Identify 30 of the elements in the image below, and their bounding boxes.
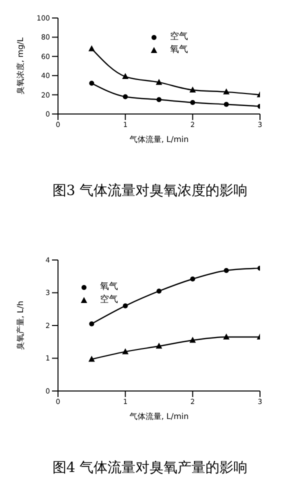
y-axis-title: 臭氧浓度, mg/L — [16, 36, 25, 95]
point — [189, 336, 196, 343]
legend-label: 空气 — [170, 30, 188, 43]
point — [122, 94, 128, 100]
legend-label: 氧气 — [100, 280, 118, 293]
text: 图4 气体流量对臭氧产量的影响 — [51, 459, 249, 478]
point — [190, 100, 196, 105]
point — [88, 45, 95, 52]
point — [190, 276, 196, 282]
point — [122, 303, 128, 308]
x-axis-title: 气体流量, L/min — [129, 135, 189, 144]
point — [122, 73, 129, 80]
point — [122, 348, 129, 354]
point — [156, 288, 162, 294]
point — [223, 88, 230, 94]
point — [156, 78, 162, 85]
y-axis-title: 臭氧产量, L/h — [16, 300, 25, 350]
point — [224, 102, 229, 107]
point — [189, 86, 196, 92]
point — [223, 333, 230, 340]
point — [224, 268, 229, 273]
point — [156, 97, 162, 102]
x-axis-title: 气体流量, L/min — [129, 412, 189, 421]
legend-label: 氧气 — [170, 44, 188, 56]
point — [156, 342, 162, 349]
point — [89, 321, 94, 326]
legend-label: 空气 — [100, 294, 118, 306]
point — [88, 356, 95, 362]
point — [89, 80, 94, 86]
text: 图3 气体流量对臭氧浓度的影响 — [51, 182, 249, 201]
